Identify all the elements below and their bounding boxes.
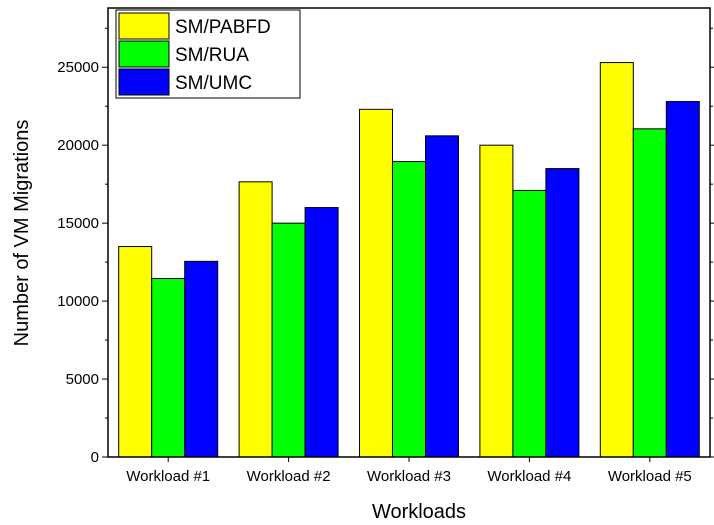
legend-swatch-sm-rua	[119, 41, 169, 67]
bar-sm-pabfd-2	[239, 182, 272, 457]
x-tick-label: Workload #2	[247, 468, 331, 485]
legend-swatch-sm-pabfd	[119, 13, 169, 39]
bar-sm-rua-4	[513, 190, 546, 457]
y-tick-label: 0	[91, 449, 99, 466]
bars-group	[119, 63, 700, 457]
y-tick-label: 15000	[57, 215, 99, 232]
bar-sm-rua-1	[152, 278, 185, 457]
bar-sm-pabfd-3	[360, 109, 393, 457]
bar-sm-umc-1	[185, 261, 218, 457]
bar-sm-pabfd-1	[119, 247, 152, 457]
x-tick-label: Workload #1	[126, 468, 210, 485]
bar-sm-rua-5	[633, 129, 666, 457]
legend-label: SM/PABFD	[175, 17, 271, 38]
legend-label: SM/RUA	[175, 45, 249, 66]
y-tick-label: 5000	[66, 371, 99, 388]
x-axis-title: Workloads	[372, 501, 466, 523]
bar-sm-umc-2	[305, 208, 338, 457]
x-tick-label: Workload #5	[608, 468, 692, 485]
x-tick-label: Workload #3	[367, 468, 451, 485]
y-axis-title: Number of VM Migrations	[11, 120, 33, 347]
bar-sm-rua-3	[393, 162, 426, 457]
legend-label: SM/UMC	[175, 73, 252, 94]
y-tick-label: 20000	[57, 137, 99, 154]
y-tick-label: 10000	[57, 293, 99, 310]
bar-sm-umc-5	[666, 102, 699, 457]
bar-sm-umc-3	[426, 136, 459, 457]
bar-sm-pabfd-5	[600, 63, 633, 457]
x-tick-label: Workload #4	[487, 468, 571, 485]
bar-sm-pabfd-4	[480, 145, 513, 457]
bar-sm-umc-4	[546, 169, 579, 457]
bar-sm-rua-2	[272, 223, 305, 457]
y-tick-label: 25000	[57, 59, 99, 76]
legend-swatch-sm-umc	[119, 69, 169, 95]
legend: SM/PABFD SM/RUA SM/UMC	[116, 10, 300, 98]
